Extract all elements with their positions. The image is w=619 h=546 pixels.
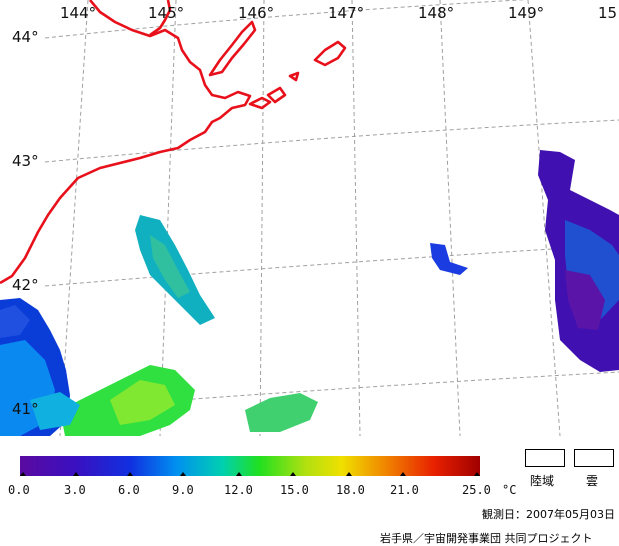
colorbar-tick-mark [73,472,79,476]
colorbar-tick-3: 3.0 [64,483,86,497]
graticule [44,0,619,437]
grid-lon-145 [159,0,177,437]
coastline-islet [288,71,300,82]
coastline-etorofu [313,40,347,67]
colorbar: 0.0 3.0 6.0 9.0 12.0 15.0 18.0 21.0 25.0… [8,456,516,497]
sst-patch-mid-blue [430,243,468,275]
colorbar-gradient [20,456,480,476]
coastline-north-tip [149,0,172,37]
colorbar-tick-mark [474,472,480,476]
colorbar-tick-0: 0.0 [8,483,30,497]
grid-lon-149 [527,0,561,437]
colorbar-tick-mark [20,472,26,476]
lon-label-148: 148° [418,4,454,22]
coastline [0,0,347,285]
grid-lon-146 [259,0,265,437]
lon-label-145: 145° [148,4,184,22]
grid-lon-147 [351,0,361,437]
grid-lat-42 [44,244,619,287]
cloud-legend-swatch [574,449,614,467]
colorbar-tick-mark [346,472,352,476]
grid-lat-43 [44,119,619,163]
sst-patches [0,150,619,436]
colorbar-tick-mark [180,472,186,476]
land-legend-swatch [525,449,565,467]
sst-patch-center-teal-inner [150,235,190,298]
observation-date: 観測日：2007年05月03日 [482,508,615,521]
lat-label-44: 44° [12,28,39,46]
colorbar-unit: °C [502,483,516,497]
sst-patch-sw-blue [0,305,30,338]
land-legend-label: 陸域 [530,474,555,488]
sst-patch-south-cyan [30,392,80,430]
colorbar-tick-marks [20,472,480,476]
grid-lon-148 [439,0,461,437]
sst-patch-south-green-light [110,380,175,425]
longitude-labels: 144° 145° 146° 147° 148° 149° 15 [60,4,617,22]
credit-text: 岩手県／宇宙開発事業団 共同プロジェクト [380,532,593,545]
coastline-shikotan [266,86,287,104]
colorbar-tick-9: 9.0 [172,483,194,497]
cloud-legend-label: 雲 [586,474,599,488]
lat-label-43: 43° [12,152,39,170]
grid-lon-144 [59,0,89,437]
colorbar-tick-mark [400,472,406,476]
colorbar-tick-18: 18.0 [336,483,365,497]
colorbar-tick-mark [236,472,242,476]
sst-patch-south-right [245,393,318,432]
lon-label-146: 146° [238,4,274,22]
lon-label-147: 147° [328,4,364,22]
lon-label-144: 144° [60,4,96,22]
lat-label-42: 42° [12,276,39,294]
coastline-hokkaido [0,0,252,285]
colorbar-tick-mark [290,472,296,476]
colorbar-tick-25: 25.0 [462,483,491,497]
lat-label-41: 41° [12,400,39,418]
lon-label-149: 149° [508,4,544,22]
latitude-labels: 44° 43° 42° 41° [12,28,39,418]
colorbar-tick-21: 21.0 [390,483,419,497]
grid-lat-44 [44,0,529,39]
sst-patch-east-violet [565,270,605,330]
colorbar-tick-15: 15.0 [280,483,309,497]
coastline-habomai [248,96,272,110]
coastline-kunashiri [208,20,257,77]
lon-label-150: 15 [598,4,617,22]
colorbar-tick-6: 6.0 [118,483,140,497]
colorbar-tick-12: 12.0 [224,483,253,497]
colorbar-tick-mark [127,472,133,476]
